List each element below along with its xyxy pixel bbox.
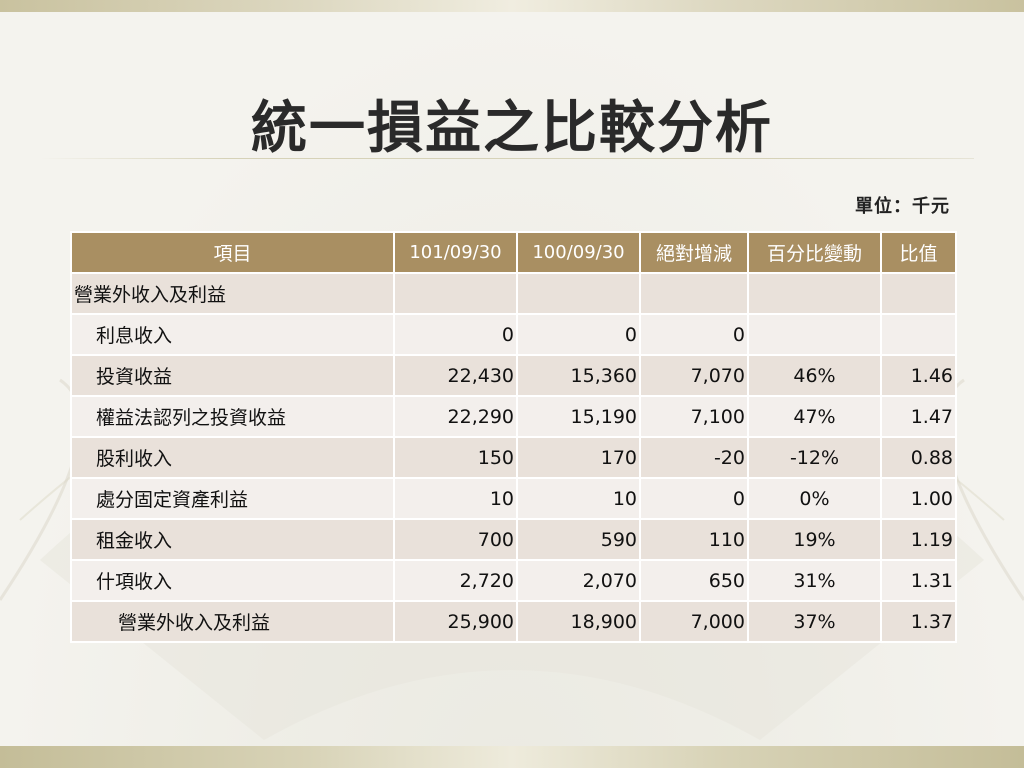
row-ratio: 1.19: [880, 518, 957, 561]
row-item: 權益法認列之投資收益: [70, 395, 395, 438]
row-percent: 0%: [747, 477, 882, 520]
header-item: 項目: [70, 231, 395, 274]
row-value-2012: 2,720: [393, 559, 518, 602]
table-row: 股利收入 150 170 -20 -12% 0.88: [70, 436, 957, 479]
row-ratio: 1.47: [880, 395, 957, 438]
header-absolute-change: 絕對增減: [639, 231, 749, 274]
row-value-2012: 700: [393, 518, 518, 561]
header-percent-change: 百分比變動: [747, 231, 882, 274]
row-item: 處分固定資產利益: [70, 477, 395, 520]
header-date-2011: 100/09/30: [516, 231, 641, 274]
row-percent: -12%: [747, 436, 882, 479]
row-change: 0: [639, 477, 749, 520]
row-value-2011: 2,070: [516, 559, 641, 602]
row-percent: [747, 313, 882, 356]
table-header-row: 項目 101/09/30 100/09/30 絕對增減 百分比變動 比值: [70, 231, 957, 274]
row-value-2012: 150: [393, 436, 518, 479]
row-ratio: 1.31: [880, 559, 957, 602]
row-value-2012: 22,430: [393, 354, 518, 397]
row-item: 租金收入: [70, 518, 395, 561]
row-change: -20: [639, 436, 749, 479]
title-divider: [40, 158, 974, 159]
row-value-2011: [516, 272, 641, 315]
row-value-2011: 0: [516, 313, 641, 356]
row-item: 營業外收入及利益: [70, 272, 395, 315]
unit-label: 單位：千元: [855, 196, 950, 217]
row-item: 投資收益: [70, 354, 395, 397]
row-item: 營業外收入及利益: [70, 600, 395, 643]
row-value-2012: 22,290: [393, 395, 518, 438]
bottom-band: [0, 746, 1024, 768]
row-change: 7,000: [639, 600, 749, 643]
table-row: 租金收入 700 590 110 19% 1.19: [70, 518, 957, 561]
row-change: 7,100: [639, 395, 749, 438]
table-row: 權益法認列之投資收益 22,290 15,190 7,100 47% 1.47: [70, 395, 957, 438]
row-percent: [747, 272, 882, 315]
table-row: 投資收益 22,430 15,360 7,070 46% 1.46: [70, 354, 957, 397]
table-row: 利息收入 0 0 0: [70, 313, 957, 356]
top-band: [0, 0, 1024, 12]
header-ratio: 比值: [880, 231, 957, 274]
row-value-2012: [393, 272, 518, 315]
row-value-2011: 170: [516, 436, 641, 479]
row-value-2012: 25,900: [393, 600, 518, 643]
row-percent: 31%: [747, 559, 882, 602]
row-change: 0: [639, 313, 749, 356]
table-row: 處分固定資產利益 10 10 0 0% 1.00: [70, 477, 957, 520]
row-change: 650: [639, 559, 749, 602]
row-change: 110: [639, 518, 749, 561]
row-ratio: 1.00: [880, 477, 957, 520]
row-ratio: [880, 313, 957, 356]
row-ratio: [880, 272, 957, 315]
row-value-2011: 18,900: [516, 600, 641, 643]
header-date-2012: 101/09/30: [393, 231, 518, 274]
table-row-total: 營業外收入及利益 25,900 18,900 7,000 37% 1.37: [70, 600, 957, 643]
row-value-2012: 10: [393, 477, 518, 520]
row-percent: 47%: [747, 395, 882, 438]
income-comparison-table: 項目 101/09/30 100/09/30 絕對增減 百分比變動 比值 營業外…: [70, 231, 957, 643]
row-value-2012: 0: [393, 313, 518, 356]
row-percent: 46%: [747, 354, 882, 397]
page-title: 統一損益之比較分析: [251, 95, 773, 161]
row-value-2011: 15,360: [516, 354, 641, 397]
row-ratio: 1.46: [880, 354, 957, 397]
row-ratio: 1.37: [880, 600, 957, 643]
row-item: 什項收入: [70, 559, 395, 602]
row-percent: 19%: [747, 518, 882, 561]
row-value-2011: 15,190: [516, 395, 641, 438]
row-change: [639, 272, 749, 315]
table-row: 營業外收入及利益: [70, 272, 957, 315]
row-percent: 37%: [747, 600, 882, 643]
row-item: 股利收入: [70, 436, 395, 479]
row-value-2011: 590: [516, 518, 641, 561]
row-value-2011: 10: [516, 477, 641, 520]
row-item: 利息收入: [70, 313, 395, 356]
table-row: 什項收入 2,720 2,070 650 31% 1.31: [70, 559, 957, 602]
row-ratio: 0.88: [880, 436, 957, 479]
row-change: 7,070: [639, 354, 749, 397]
